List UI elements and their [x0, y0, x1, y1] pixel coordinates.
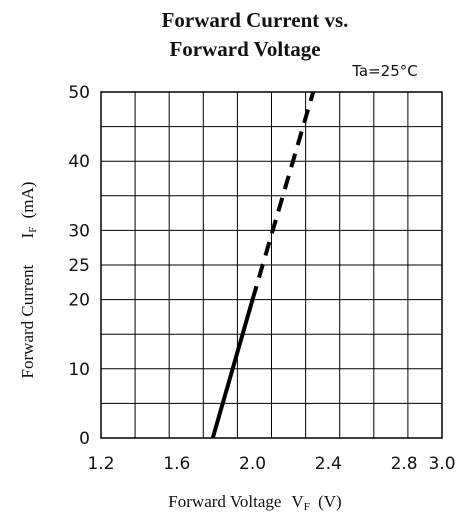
y-axis-unit: (mA) [18, 182, 37, 219]
y-tick-label: 25 [68, 256, 90, 276]
y-tick-label: 40 [68, 152, 90, 172]
y-tick-label: 0 [79, 429, 90, 449]
chart-title-line1: Forward Current vs. [162, 8, 349, 32]
x-axis-unit: (V) [318, 492, 342, 511]
y-axis-label-text: Forward Current [18, 264, 37, 378]
solid-curve-segment [210, 299, 255, 439]
y-tick-label: 10 [68, 360, 90, 380]
x-tick-labels: 1.2 1.6 2.0 2.4 2.8 3.0 [87, 454, 455, 474]
chart-title-line2: Forward Voltage [169, 37, 320, 61]
x-axis-label-text: Forward Voltage [168, 492, 281, 511]
dashed-curve-segment [250, 91, 316, 301]
y-tick-label: 20 [68, 291, 90, 311]
x-axis-label: Forward Voltage VF (V) [168, 492, 341, 514]
x-tick-label: 2.0 [239, 454, 266, 474]
y-tick-labels: 0 10 20 25 30 40 50 [68, 83, 90, 449]
plot-frame [100, 91, 443, 439]
temperature-condition: Ta=25°C [351, 62, 418, 80]
x-tick-label: 1.2 [87, 454, 114, 474]
data-series [210, 91, 316, 439]
x-tick-label: 3.0 [428, 454, 455, 474]
y-axis-label: Forward Current IF (mA) [18, 182, 40, 379]
chart-grid [101, 92, 442, 438]
x-axis-subscript: F [304, 501, 310, 513]
y-tick-label: 30 [68, 221, 90, 241]
x-axis-symbol: V [291, 492, 304, 511]
y-tick-label: 50 [68, 83, 90, 103]
x-tick-label: 2.4 [315, 454, 342, 474]
y-axis-subscript: F [27, 227, 39, 233]
x-tick-label: 1.6 [163, 454, 190, 474]
x-tick-label: 2.8 [391, 454, 418, 474]
y-axis-symbol: I [18, 232, 37, 238]
